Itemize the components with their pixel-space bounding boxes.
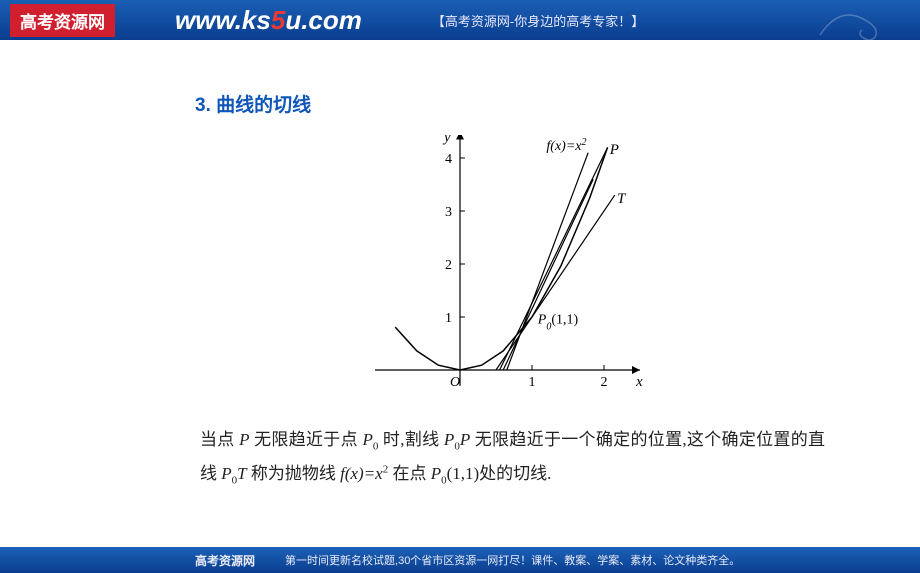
t5: 称为抛物线 — [247, 464, 341, 483]
svg-text:f(x)=x2: f(x)=x2 — [546, 137, 586, 155]
t7: (1,1)处的切线. — [447, 464, 552, 483]
var-fx: f(x)=x — [340, 464, 383, 483]
t1: 当点 — [200, 430, 239, 449]
explanation-text: 当点 P 无限趋近于点 P0 时,割线 P0P 无限趋近于一个确定的位置,这个确… — [195, 423, 830, 492]
site-url: www.ks5u.com — [175, 5, 362, 36]
section-title: 3. 曲线的切线 — [195, 90, 830, 117]
section-number: 3. — [195, 95, 211, 116]
footer-text: 第一时间更新名校试题,30个省市区资源一网打尽！课件、教案、学案、素材、论文种类… — [285, 552, 740, 568]
header: 高考资源网 www.ks5u.com 【高考资源网-你身边的高考专家！】 — [0, 0, 920, 40]
t2: 无限趋近于点 — [250, 430, 363, 449]
svg-text:T: T — [617, 191, 627, 207]
content-area: 3. 曲线的切线 121234Oxyf(x)=x2PTP0(1,1) 当点 P … — [0, 40, 920, 512]
var-T: T — [237, 464, 246, 483]
var-P: P — [239, 430, 249, 449]
section-heading: 曲线的切线 — [216, 95, 311, 116]
tagline: 【高考资源网-你身边的高考专家！】 — [432, 11, 644, 30]
svg-text:1: 1 — [529, 375, 536, 390]
svg-text:2: 2 — [445, 258, 452, 273]
var-P0d: P — [431, 464, 441, 483]
var-Pb: P — [460, 430, 470, 449]
svg-text:x: x — [635, 374, 643, 390]
logo: 高考资源网 — [10, 4, 115, 37]
svg-text:3: 3 — [445, 205, 452, 220]
url-em: 5 — [271, 5, 285, 35]
var-P0a: P — [362, 430, 372, 449]
svg-text:y: y — [442, 135, 451, 146]
url-suffix: u.com — [285, 5, 362, 35]
t6: 在点 — [388, 464, 431, 483]
tangent-chart: 1 2 1 2 3 4 Ox y f(x)=x2 P T P0(1,1) — [195, 135, 830, 405]
footer: 高考资源网 第一时间更新名校试题,30个省市区资源一网打尽！课件、教案、学案、素… — [0, 547, 920, 573]
decoration-swirl — [810, 0, 890, 45]
svg-text:2: 2 — [601, 375, 608, 390]
svg-text:P: P — [609, 142, 619, 158]
var-P0b: P — [444, 430, 454, 449]
svg-text:4: 4 — [445, 152, 452, 167]
svg-text:P0(1,1): P0(1,1) — [537, 312, 579, 332]
var-P0c: P — [221, 464, 231, 483]
t3: 时,割线 — [378, 430, 444, 449]
svg-text:O: O — [450, 375, 460, 390]
url-prefix: www.ks — [175, 5, 271, 35]
chart-svg: 1 2 1 2 3 4 Ox y f(x)=x2 P T P0(1,1) — [375, 135, 650, 400]
footer-title: 高考资源网 — [195, 552, 255, 569]
svg-text:1: 1 — [445, 311, 452, 326]
